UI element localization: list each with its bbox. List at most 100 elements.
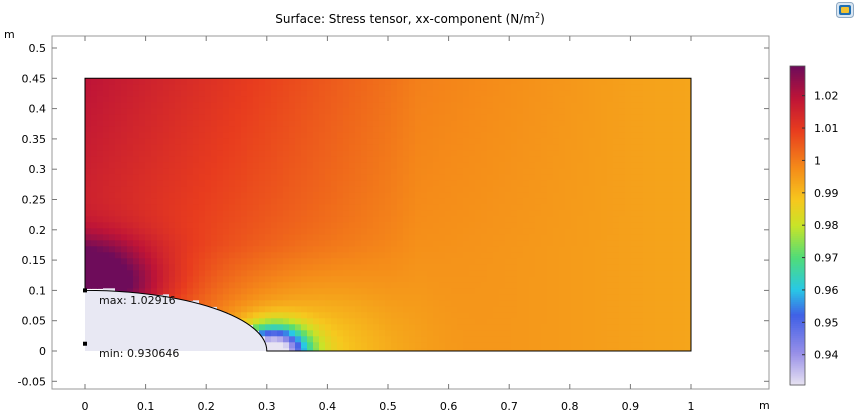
heatmap-cell xyxy=(217,252,224,259)
heatmap-cell xyxy=(679,162,686,169)
heatmap-cell xyxy=(661,150,668,157)
heatmap-cell xyxy=(193,282,200,289)
heatmap-cell xyxy=(319,120,326,127)
heatmap-cell xyxy=(511,240,518,247)
heatmap-cell xyxy=(415,228,422,235)
heatmap-cell xyxy=(493,198,500,205)
heatmap-cell xyxy=(253,270,260,277)
heatmap-cell xyxy=(511,192,518,199)
heatmap-cell xyxy=(253,300,260,307)
heatmap-cell xyxy=(577,324,584,331)
heatmap-cell xyxy=(127,240,134,247)
heatmap-cell xyxy=(481,288,488,295)
heatmap-cell xyxy=(517,138,524,145)
heatmap-cell xyxy=(253,312,260,319)
heatmap-cell xyxy=(529,330,536,337)
heatmap-cell xyxy=(511,84,518,91)
heatmap-cell xyxy=(541,276,548,283)
heatmap-cell xyxy=(133,186,140,193)
heatmap-cell xyxy=(667,312,674,319)
heatmap-cell xyxy=(511,234,518,241)
heatmap-cell xyxy=(511,186,518,193)
heatmap-cell xyxy=(361,282,368,289)
heatmap-cell xyxy=(553,228,560,235)
heatmap-cell xyxy=(211,144,218,151)
colorbar-segment xyxy=(790,159,805,163)
heatmap-cell xyxy=(193,78,200,85)
heatmap-cell xyxy=(85,150,92,157)
heatmap-cell xyxy=(325,240,332,247)
heatmap-cell xyxy=(433,150,440,157)
heatmap-cell xyxy=(265,102,272,109)
heatmap-cell xyxy=(385,84,392,91)
heatmap-cell xyxy=(445,324,452,331)
heatmap-cell xyxy=(619,288,626,295)
heatmap-cell xyxy=(355,264,362,271)
heatmap-cell xyxy=(289,168,296,175)
heatmap-cell xyxy=(583,270,590,277)
heatmap-cell xyxy=(127,276,134,283)
heatmap-cell xyxy=(157,174,164,181)
heatmap-cell xyxy=(523,156,530,163)
heatmap-cell xyxy=(205,144,212,151)
heatmap-cell xyxy=(523,336,530,343)
heatmap-cell xyxy=(391,282,398,289)
heatmap-cell xyxy=(679,198,686,205)
heatmap-cell xyxy=(139,282,146,289)
heatmap-cell xyxy=(301,336,308,343)
heatmap-cell xyxy=(289,216,296,223)
heatmap-cell xyxy=(295,126,302,133)
heatmap-cell xyxy=(685,312,691,319)
heatmap-cell xyxy=(607,162,614,169)
heatmap-cell xyxy=(97,180,104,187)
colorbar-segment xyxy=(790,253,805,257)
heatmap-cell xyxy=(475,174,482,181)
heatmap-cell xyxy=(433,156,440,163)
heatmap-cell xyxy=(643,198,650,205)
heatmap-cell xyxy=(397,168,404,175)
heatmap-cell xyxy=(325,216,332,223)
heatmap-cell xyxy=(277,84,284,91)
heatmap-cell xyxy=(259,78,266,85)
heatmap-cell xyxy=(403,282,410,289)
heatmap-cell xyxy=(241,108,248,115)
colorbar[interactable] xyxy=(789,65,806,386)
heatmap-cell xyxy=(565,204,572,211)
heatmap-cell xyxy=(91,246,98,253)
heatmap-cell xyxy=(577,192,584,199)
heatmap-cell xyxy=(301,108,308,115)
y-tick-label: 0.1 xyxy=(29,284,47,297)
heatmap-cell xyxy=(241,96,248,103)
heatmap-cell xyxy=(631,156,638,163)
heatmap-cell xyxy=(493,336,500,343)
heatmap-cell xyxy=(619,78,626,85)
heatmap-cell xyxy=(199,282,206,289)
stress-surface[interactable] xyxy=(85,78,692,355)
heatmap-cell xyxy=(637,114,644,121)
heatmap-cell xyxy=(151,264,158,271)
heatmap-cell xyxy=(241,276,248,283)
heatmap-cell xyxy=(637,324,644,331)
heatmap-cell xyxy=(247,144,254,151)
heatmap-cell xyxy=(145,144,152,151)
heatmap-cell xyxy=(235,108,242,115)
heatmap-cell xyxy=(271,306,278,313)
heatmap-cell xyxy=(313,96,320,103)
heatmap-cell xyxy=(397,210,404,217)
heatmap-cell xyxy=(523,162,530,169)
heatmap-cell xyxy=(433,126,440,133)
heatmap-cell xyxy=(625,174,632,181)
heatmap-cell xyxy=(373,186,380,193)
heatmap-cell xyxy=(451,216,458,223)
heatmap-cell xyxy=(475,318,482,325)
heatmap-cell xyxy=(259,318,266,325)
heatmap-cell xyxy=(157,138,164,145)
heatmap-cell xyxy=(541,138,548,145)
heatmap-cell xyxy=(487,258,494,265)
heatmap-cell xyxy=(271,324,278,331)
heatmap-cell xyxy=(493,78,500,85)
heatmap-cell xyxy=(115,78,122,85)
window-toggle-button[interactable] xyxy=(836,2,854,18)
colorbar-segment xyxy=(790,197,805,201)
colorbar-segment xyxy=(790,175,805,179)
